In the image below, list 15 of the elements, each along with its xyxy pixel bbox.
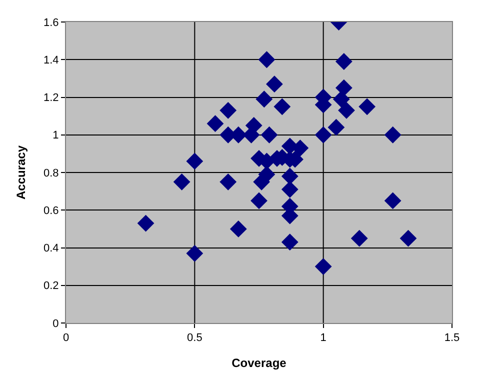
y-tick-label: 0.8 xyxy=(44,167,59,180)
y-axis-title: Accuracy xyxy=(14,145,28,200)
y-tick-label: 1 xyxy=(52,130,59,142)
y-tick-label: 0.4 xyxy=(44,242,59,255)
x-tick-label: 1 xyxy=(320,332,326,344)
y-tick-label: 0 xyxy=(52,318,59,330)
y-tick-label: 1.2 xyxy=(44,92,59,104)
y-tick-label: 0.2 xyxy=(44,280,59,292)
y-tick-label: 1.4 xyxy=(44,54,59,66)
y-tick-label: 1.6 xyxy=(44,16,59,29)
x-axis-title: Coverage xyxy=(232,356,287,370)
y-tick-label: 0.6 xyxy=(44,204,59,217)
x-tick-label: 0 xyxy=(62,332,70,344)
x-tick-label: 1.5 xyxy=(444,332,460,344)
x-tick-label: 0.5 xyxy=(187,332,202,344)
